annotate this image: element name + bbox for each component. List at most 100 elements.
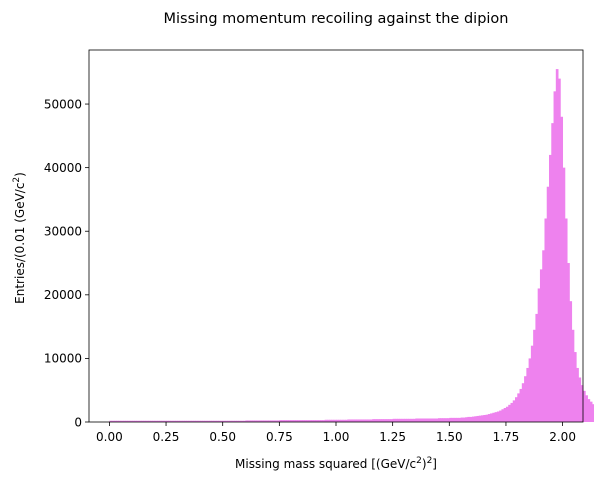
- plot-frame: [88, 49, 584, 423]
- histogram-bin: [220, 420, 224, 422]
- histogram-bin: [215, 420, 219, 422]
- histogram-bin: [424, 418, 428, 422]
- histogram-bin: [272, 420, 276, 422]
- histogram-bin: [510, 402, 514, 422]
- histogram-bin: [240, 420, 244, 422]
- histogram-bin: [193, 420, 196, 422]
- histogram-bin: [431, 418, 434, 422]
- histogram-bin: [417, 418, 421, 422]
- histogram-bin: [333, 419, 337, 422]
- histogram-bin: [397, 418, 400, 422]
- histogram-bin: [147, 420, 151, 422]
- histogram-bars: [109, 69, 594, 423]
- histogram-bin: [304, 420, 307, 422]
- x-tick-label: 2.00: [549, 430, 576, 444]
- histogram-bin: [492, 412, 496, 422]
- histogram-bin: [496, 411, 500, 422]
- histogram-bin: [258, 420, 262, 422]
- histogram-bin: [435, 418, 439, 422]
- histogram-bin: [299, 420, 303, 422]
- histogram-bin: [535, 313, 539, 422]
- histogram-bin: [127, 420, 131, 422]
- histogram-bin: [268, 420, 271, 422]
- x-tick-label: 1.75: [493, 430, 520, 444]
- histogram-bin: [469, 416, 473, 422]
- histogram-bin: [576, 367, 579, 422]
- histogram-bin: [451, 417, 455, 422]
- histogram-bin: [413, 418, 416, 422]
- histogram-bin: [211, 420, 215, 422]
- histogram-bin: [587, 399, 591, 422]
- histogram-bin: [308, 420, 312, 422]
- histogram-bin: [156, 420, 160, 422]
- histogram-bin: [286, 420, 289, 422]
- histogram-bin: [392, 418, 396, 422]
- y-tick-label: 30000: [44, 225, 82, 239]
- histogram-bin: [483, 415, 486, 422]
- histogram-bin: [349, 419, 353, 422]
- histogram-bin: [560, 116, 564, 423]
- histogram-bin: [583, 390, 586, 422]
- histogram-bin: [143, 420, 147, 422]
- histogram-bin: [374, 419, 378, 422]
- histogram-bin: [116, 420, 119, 422]
- histogram-bin: [485, 414, 489, 422]
- histogram-bin: [224, 420, 228, 422]
- histogram-bin: [184, 420, 187, 422]
- histogram-bin: [460, 417, 464, 422]
- histogram-bin: [172, 420, 176, 422]
- histogram-bin: [315, 420, 319, 422]
- histogram-bin: [356, 419, 360, 422]
- histogram-bin: [177, 420, 181, 422]
- histogram-bin: [161, 420, 165, 422]
- x-axis-label: Missing mass squared [(GeV/c2)2]: [235, 456, 437, 471]
- histogram-bin: [202, 420, 205, 422]
- histogram-bin: [132, 420, 135, 422]
- histogram-bin: [363, 419, 366, 422]
- histogram-bin: [227, 420, 230, 422]
- histogram-bin: [526, 367, 530, 422]
- histogram-bin: [453, 417, 457, 422]
- x-tick-label: 0.50: [209, 430, 236, 444]
- histogram-bin: [462, 417, 466, 422]
- histogram-bin: [154, 420, 158, 422]
- histogram-bin: [406, 418, 409, 422]
- histogram-bin: [322, 420, 326, 422]
- histogram-bin: [113, 420, 117, 422]
- histogram-bin: [150, 420, 153, 422]
- histogram-bin: [365, 419, 369, 422]
- histogram-bin: [317, 420, 321, 422]
- histogram-bin: [125, 420, 128, 422]
- histogram-bin: [381, 419, 384, 422]
- histogram-bin: [297, 420, 301, 422]
- histogram-bin: [569, 301, 573, 422]
- histogram-bin: [388, 419, 391, 422]
- histogram-bin: [428, 418, 432, 422]
- histogram-bin: [519, 388, 523, 422]
- histogram-bin: [204, 420, 208, 422]
- histogram-bin: [592, 404, 594, 422]
- histogram-bin: [145, 420, 149, 422]
- histogram-bin: [476, 415, 480, 422]
- histogram-bin: [564, 218, 568, 422]
- histogram-bin: [444, 418, 448, 422]
- histogram-bin: [175, 420, 178, 422]
- histogram-bin: [186, 420, 190, 422]
- histogram-bin: [533, 329, 536, 422]
- histogram-bin: [109, 420, 113, 422]
- histogram-bin: [179, 420, 183, 422]
- histogram-bin: [399, 418, 403, 422]
- histogram-bin: [292, 420, 296, 422]
- histogram-bin: [236, 420, 239, 422]
- histogram-bin: [243, 420, 246, 422]
- histogram-bin: [369, 419, 373, 422]
- histogram-bin: [256, 420, 260, 422]
- histogram-bin: [288, 420, 292, 422]
- y-tick-label: 10000: [44, 352, 82, 366]
- histogram-bin: [478, 415, 482, 422]
- histogram-bin: [537, 288, 541, 422]
- histogram-bin: [528, 358, 532, 422]
- histogram-bin: [229, 420, 233, 422]
- y-tick-label: 20000: [44, 288, 82, 302]
- histogram-bin: [306, 420, 310, 422]
